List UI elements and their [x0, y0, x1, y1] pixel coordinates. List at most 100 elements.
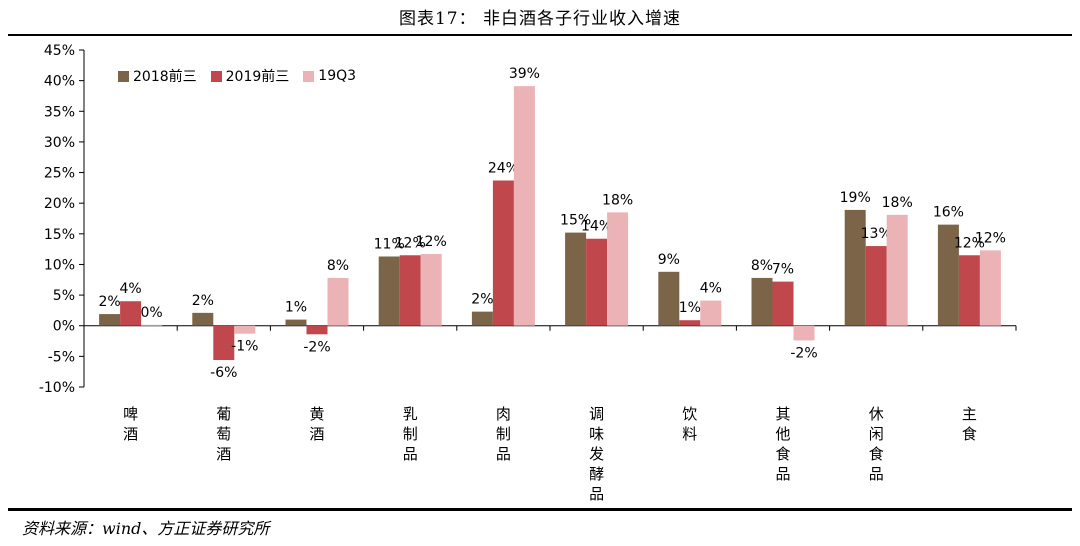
y-tick-label: 10% — [44, 257, 75, 273]
x-tick-label: 品 — [775, 465, 790, 483]
bar-2 — [213, 325, 235, 361]
bar-2 — [865, 246, 887, 326]
footer-rule — [8, 508, 1072, 511]
x-tick-label: 调 — [589, 405, 604, 423]
x-tick-label: 品 — [403, 445, 418, 463]
legend-swatch-19q3 — [303, 70, 315, 82]
bar-2 — [772, 281, 794, 326]
x-tick-label: 制 — [496, 425, 511, 443]
x-tick-label: 食 — [962, 425, 977, 443]
x-tick-label: 酒 — [309, 425, 324, 443]
data-label: 4% — [119, 281, 141, 297]
legend-item-2019: 2019前三 — [210, 66, 290, 86]
y-tick-label: 0% — [53, 319, 75, 335]
x-tick-label: 休 — [869, 405, 884, 423]
x-tick-label: 主 — [962, 405, 977, 423]
bar-1 — [192, 312, 214, 326]
x-tick-label: 酵 — [589, 465, 604, 483]
data-label: 12% — [975, 230, 1006, 246]
data-label: 7% — [772, 262, 794, 278]
data-label: 12% — [416, 234, 447, 250]
data-label: -1% — [231, 339, 258, 355]
bar-3 — [793, 325, 815, 341]
bar-2 — [120, 301, 142, 326]
data-label: -2% — [303, 339, 330, 355]
x-tick-label: 发 — [589, 445, 604, 463]
x-tick-label: 制 — [403, 425, 418, 443]
data-label: 24% — [488, 161, 519, 177]
y-tick-label: -5% — [48, 349, 75, 365]
y-tick-label: 45% — [44, 43, 75, 59]
legend-label-2019: 2019前三 — [225, 69, 290, 85]
data-label: 1% — [285, 300, 307, 316]
legend-swatch-2018 — [118, 70, 129, 82]
x-tick-label: 黄 — [309, 405, 324, 423]
x-tick-label: 料 — [682, 425, 697, 443]
data-label: 13% — [861, 226, 892, 242]
bar-1 — [471, 311, 493, 326]
bar-2 — [306, 325, 328, 335]
bar-1 — [285, 319, 307, 326]
legend-label-2018: 2018前三 — [133, 69, 197, 85]
bar-2 — [399, 255, 421, 326]
data-label: 8% — [327, 258, 349, 274]
data-label: 19% — [840, 190, 871, 206]
y-tick-label: 15% — [44, 227, 75, 243]
x-tick-label: 饮 — [682, 405, 697, 423]
bar-3 — [420, 254, 442, 326]
data-label: 11% — [374, 236, 405, 252]
x-tick-label: 萄 — [216, 425, 231, 443]
bar-2 — [958, 255, 980, 326]
x-tick-label: 味 — [589, 425, 604, 443]
data-label: 12% — [395, 235, 426, 251]
x-tick-label: 乳 — [403, 405, 418, 423]
bar-1 — [99, 314, 121, 326]
legend-label-19q3: 19Q3 — [318, 68, 357, 84]
bar-1 — [751, 277, 773, 326]
bar-2 — [679, 320, 701, 326]
legend-item-2018: 2018前三 — [118, 66, 197, 86]
data-label: 1% — [679, 300, 701, 316]
y-tick-label: 40% — [44, 74, 75, 90]
legend-swatch-2019 — [210, 70, 222, 82]
x-tick-label: 食 — [869, 445, 884, 463]
data-label: 2% — [98, 294, 120, 310]
y-tick-label: 20% — [44, 196, 75, 212]
bar-3 — [700, 300, 722, 326]
y-tick-label: 35% — [44, 104, 75, 120]
bar-3 — [513, 86, 535, 326]
data-label: 39% — [509, 66, 540, 82]
x-tick-label: 葡 — [216, 405, 231, 423]
bar-2 — [586, 238, 608, 326]
y-tick-label: 30% — [44, 135, 75, 151]
chart-legend: 2018前三 2019前三 19Q3 — [118, 66, 356, 86]
chart-title: 图表17： 非白酒各子行业收入增速 — [398, 9, 682, 29]
x-tick-label: 啤 — [123, 405, 138, 423]
bar-3 — [607, 212, 629, 326]
x-tick-label: 品 — [869, 465, 884, 483]
x-tick-label: 其 — [775, 405, 790, 423]
data-label: 16% — [933, 205, 964, 221]
data-label: 8% — [751, 258, 773, 274]
data-label: 15% — [560, 213, 591, 229]
x-tick-label: 他 — [775, 425, 790, 443]
bar-1 — [937, 224, 959, 326]
bar-chart: -10%-5%0%5%10%15%20%25%30%35%40%45%2%4%0… — [39, 43, 1017, 503]
data-label: 14% — [581, 219, 612, 235]
data-label: 2% — [471, 292, 493, 308]
data-label: 18% — [882, 195, 913, 211]
bar-1 — [844, 209, 866, 326]
y-tick-label: 5% — [53, 288, 75, 304]
x-tick-label: 酒 — [216, 445, 231, 463]
data-label: -6% — [210, 365, 237, 381]
data-label: -2% — [790, 345, 817, 361]
bar-3 — [979, 250, 1001, 326]
legend-item-19q3: 19Q3 — [303, 66, 356, 86]
bar-2 — [492, 180, 514, 326]
data-label: 0% — [140, 305, 162, 321]
bar-3 — [886, 214, 908, 326]
source-note: 资料来源：wind、方正证券研究所 — [22, 519, 270, 538]
bar-1 — [378, 256, 400, 326]
bar-1 — [565, 232, 587, 326]
x-tick-label: 品 — [496, 445, 511, 463]
